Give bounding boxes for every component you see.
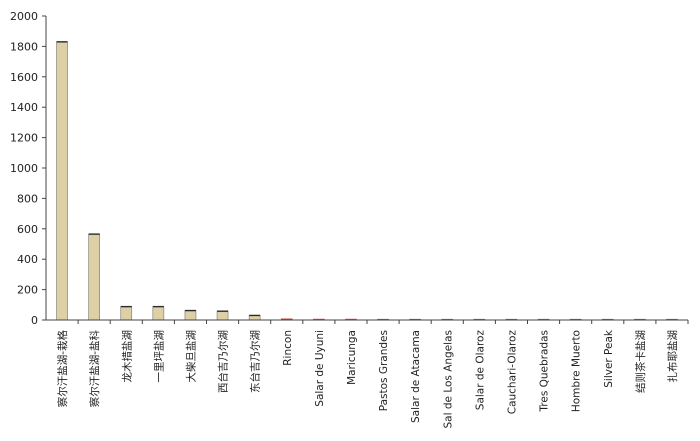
x-tick-label: 东台吉乃尔湖 — [249, 330, 262, 393]
bar — [120, 306, 133, 321]
x-tick-label: Salar de Olaroz — [474, 330, 486, 411]
x-tick-label: Silver Peak — [603, 329, 615, 388]
y-tick-label: 800 — [17, 192, 38, 205]
y-tick-label: 0 — [31, 314, 38, 327]
x-tick-label: 西台吉乃尔湖 — [217, 330, 230, 393]
y-tick-label: 1800 — [10, 40, 38, 53]
x-tick-label: 察尔汗盐湖-盐科 — [88, 330, 101, 408]
y-tick-label: 2000 — [10, 10, 38, 23]
x-tick-label: Tres Quebradas — [539, 330, 551, 413]
x-tick-label: 大柴旦盐湖 — [184, 330, 197, 383]
x-tick-label: 扎布耶盐湖 — [666, 330, 679, 383]
y-tick-label: 1400 — [10, 101, 38, 114]
bar — [184, 310, 197, 321]
x-tick-label: Maricunga — [346, 330, 358, 385]
x-tick-label: Salar de Atacama — [410, 330, 422, 423]
bars — [56, 41, 678, 321]
x-tick-label: Sal de Los Angelas — [442, 330, 454, 429]
bar — [216, 310, 229, 321]
x-tick-label: Cauchari-Olaroz — [506, 330, 518, 415]
x-axis: 察尔汗盐湖-栽格 察尔汗盐湖-盐科 龙木措盐湖 一里坪盐湖 大柴旦盐湖 西台吉乃尔湖 东台吉… — [46, 319, 689, 429]
y-tick-label: 1600 — [10, 71, 38, 84]
y-tick-label: 200 — [17, 284, 38, 297]
y-tick-label: 1000 — [10, 162, 38, 175]
x-tick-label: 结则茶卡盐湖 — [634, 330, 647, 393]
bar — [152, 306, 165, 321]
bar — [56, 41, 68, 321]
y-axis: 0 200 400 600 800 1000 1200 1400 1600 1800 2000 — [10, 10, 47, 327]
y-tick-label: 400 — [17, 253, 38, 266]
x-tick-label: Hombre Muerto — [571, 330, 583, 412]
y-tick-label: 600 — [17, 223, 38, 236]
x-tick-label: 龙木措盐湖 — [120, 330, 133, 383]
x-tick-label: Rincon — [282, 330, 294, 366]
bar — [88, 233, 100, 321]
y-tick-label: 1200 — [10, 132, 38, 145]
x-tick-label: Salar de Uyuni — [314, 330, 326, 407]
x-tick-label: 察尔汗盐湖-栽格 — [56, 330, 69, 408]
x-tick-label: 一里坪盐湖 — [152, 330, 165, 383]
x-tick-label: Pastos Grandes — [378, 330, 390, 411]
